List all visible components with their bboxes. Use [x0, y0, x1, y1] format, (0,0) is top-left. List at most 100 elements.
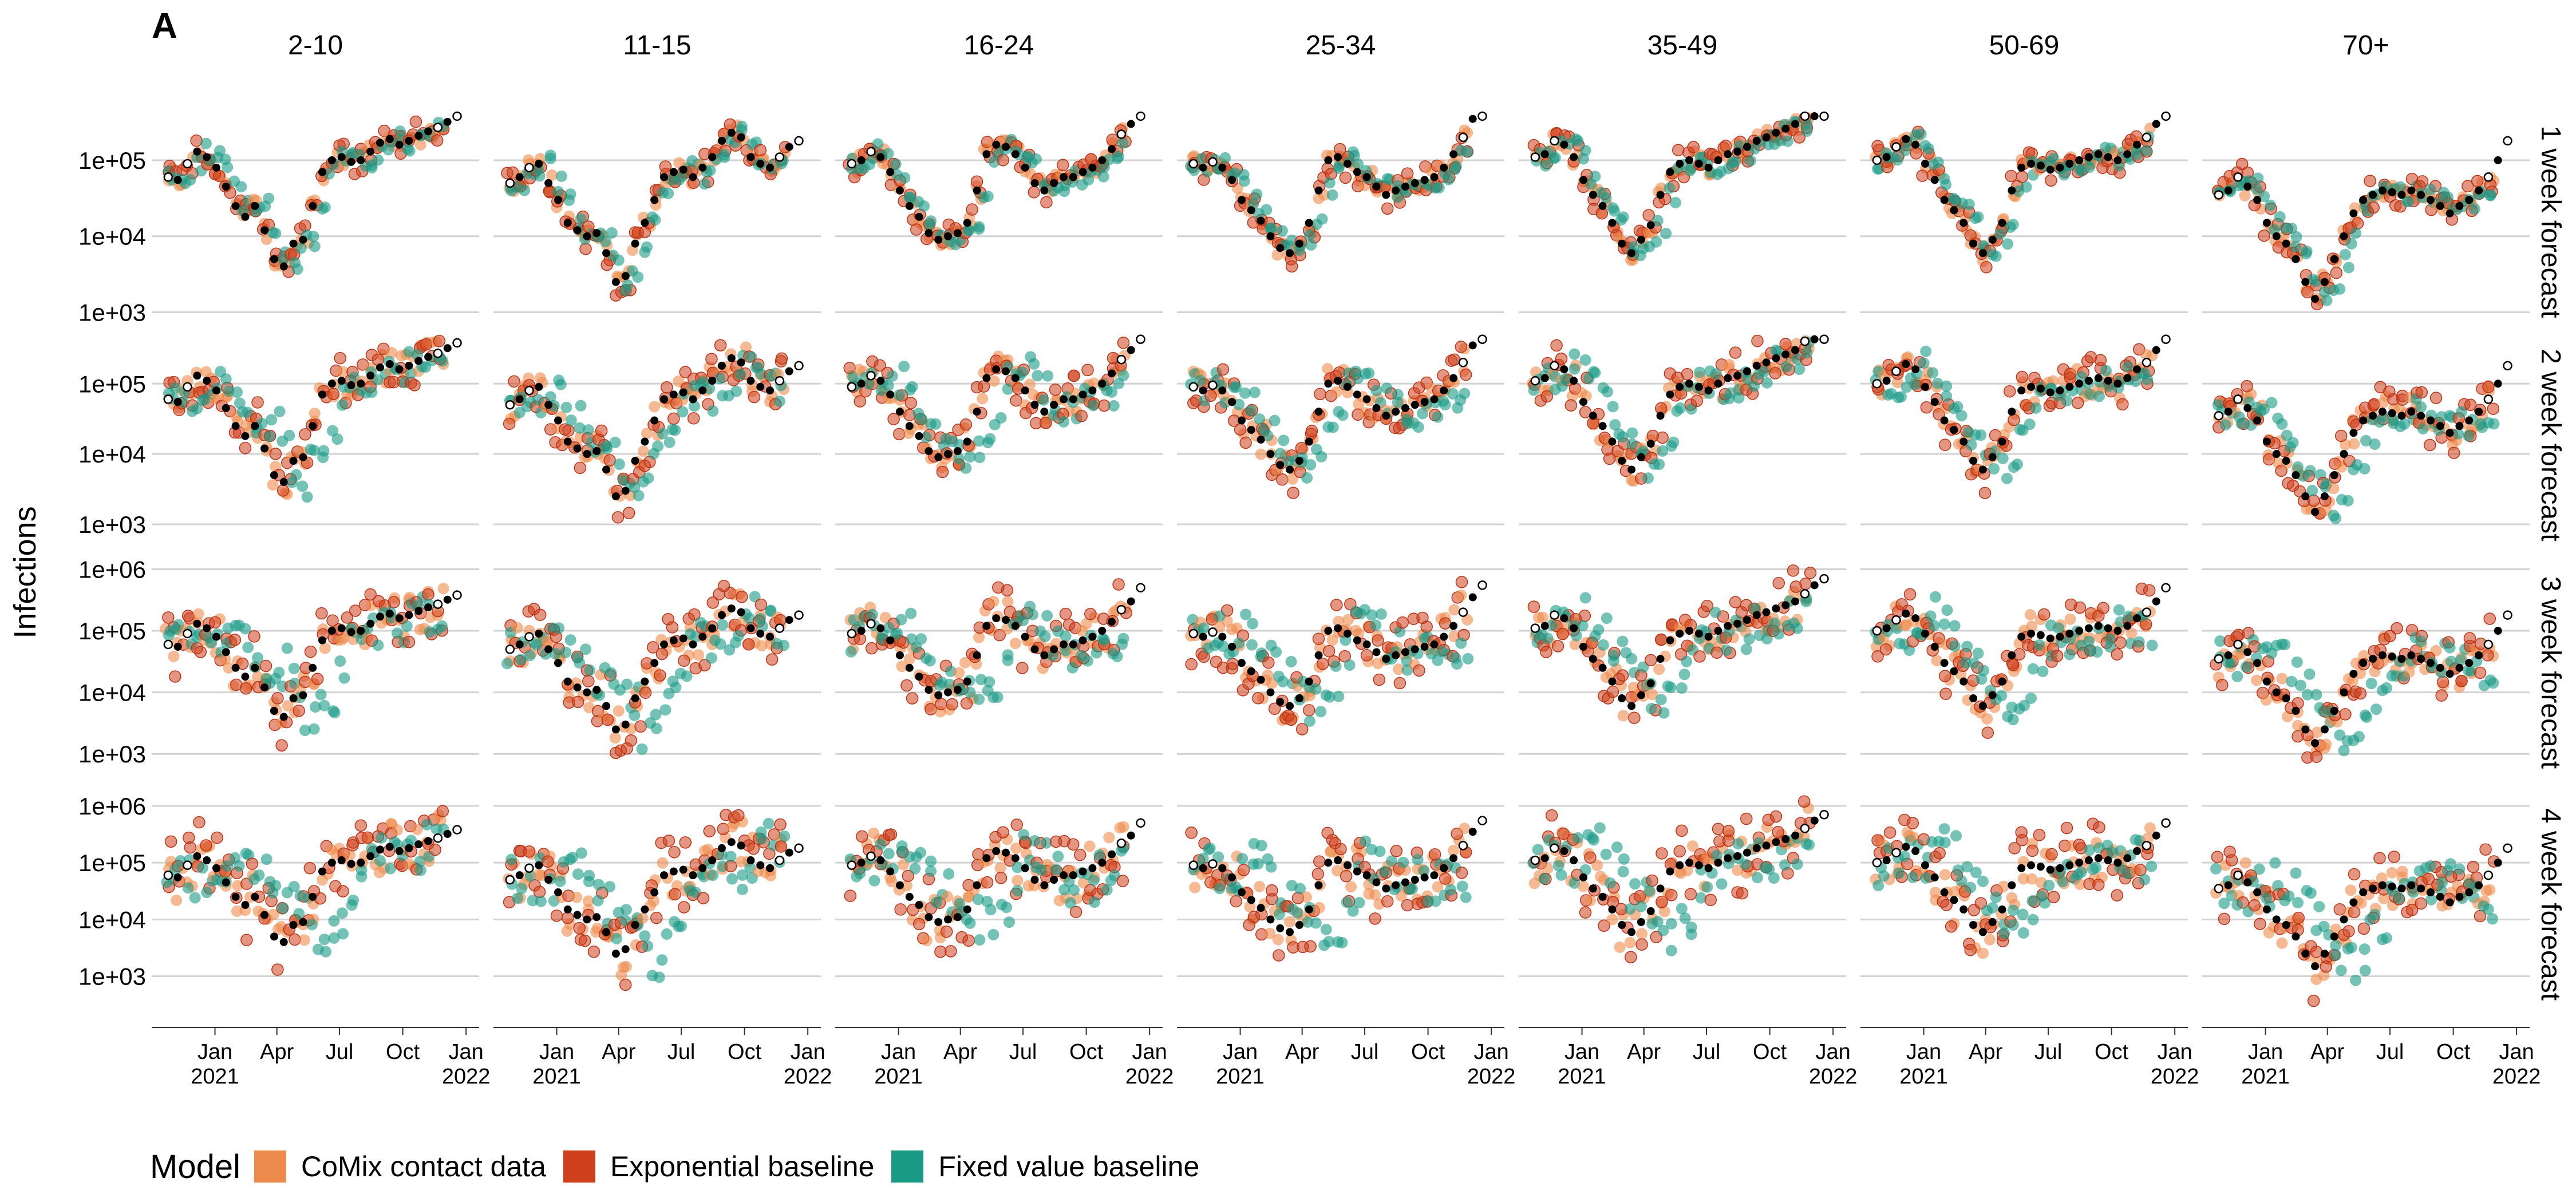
- observed-point: [1372, 404, 1381, 412]
- forecast-point: [392, 824, 403, 836]
- forecast-point: [2334, 283, 2346, 295]
- observed-point-open: [1477, 111, 1487, 121]
- forecast-point: [1249, 386, 1261, 398]
- forecast-point: [2448, 446, 2460, 459]
- observed-point: [385, 135, 394, 143]
- observed-point: [698, 386, 707, 395]
- forecast-point: [1938, 618, 1950, 630]
- observed-point: [1618, 239, 1626, 248]
- x-tick-label: Oct: [2095, 1040, 2129, 1064]
- observed-point: [602, 249, 611, 258]
- forecast-point: [1381, 202, 1394, 215]
- observed-point: [1011, 150, 1020, 159]
- observed-point: [641, 677, 649, 686]
- forecast-point: [1447, 388, 1459, 400]
- observed-point-open: [183, 382, 192, 392]
- observed-point: [2426, 659, 2435, 667]
- forecast-point: [619, 978, 632, 991]
- forecast-point: [1286, 473, 1298, 485]
- forecast-point: [1370, 619, 1382, 631]
- forecast-point: [1233, 398, 1245, 410]
- observed-point: [1247, 206, 1255, 215]
- forecast-point: [707, 405, 719, 417]
- forecast-point: [200, 839, 212, 852]
- forecast-point: [2276, 418, 2288, 430]
- observed-point: [2378, 651, 2387, 659]
- forecast-point: [1413, 664, 1425, 677]
- observed-point: [1724, 374, 1732, 382]
- forecast-point: [1276, 225, 1288, 237]
- forecast-point: [1459, 368, 1472, 381]
- forecast-point: [572, 695, 584, 709]
- observed-point: [327, 859, 336, 867]
- observed-point: [2320, 725, 2329, 734]
- observed-point: [1733, 147, 1742, 156]
- forecast-point: [516, 883, 528, 895]
- observed-point: [1286, 249, 1294, 258]
- forecast-point: [669, 424, 681, 436]
- forecast-point: [2264, 199, 2276, 211]
- forecast-point: [354, 819, 368, 832]
- forecast-point: [2007, 219, 2019, 231]
- observed-point: [1449, 622, 1458, 630]
- forecast-point: [940, 925, 953, 938]
- observed-point: [886, 636, 895, 645]
- observed-point: [2036, 384, 2045, 393]
- observed-point: [2056, 632, 2064, 641]
- forecast-point: [1672, 144, 1685, 156]
- forecast-point: [724, 118, 737, 131]
- forecast-point: [605, 667, 617, 679]
- x-tick-label: Jan: [449, 1040, 484, 1064]
- forecast-point: [560, 646, 572, 658]
- observed-point: [1637, 691, 1645, 699]
- observed-point: [1598, 663, 1607, 672]
- forecast-point: [2348, 438, 2360, 450]
- forecast-point: [866, 608, 878, 620]
- observed-point: [366, 619, 375, 628]
- observed-point: [1579, 398, 1587, 406]
- forecast-point: [2290, 241, 2302, 253]
- observed-point: [1334, 377, 1342, 385]
- observed-point-open: [775, 152, 785, 162]
- observed-point: [1305, 437, 1313, 446]
- observed-point: [611, 950, 620, 958]
- observed-point: [953, 229, 962, 238]
- observed-point: [2133, 614, 2142, 623]
- observed-point: [1810, 335, 1819, 343]
- observed-point: [2253, 196, 2262, 204]
- observed-point: [1540, 150, 1549, 159]
- forecast-point: [1655, 694, 1667, 706]
- forecast-point: [1303, 715, 1315, 727]
- x-tick-label: Jan: [539, 1040, 574, 1064]
- observed-point: [717, 137, 726, 145]
- observed-point: [1940, 659, 1949, 667]
- x-tick-label: 2021: [1899, 1065, 1948, 1089]
- observed-point: [1069, 395, 1077, 404]
- observed-point: [1266, 450, 1275, 458]
- observed-point: [2243, 183, 2252, 191]
- y-tick-label: 1e+06: [78, 793, 146, 820]
- forecast-point: [2114, 636, 2127, 649]
- forecast-point: [2415, 386, 2428, 399]
- observed-point-open: [163, 172, 173, 182]
- observed-point: [2330, 255, 2338, 263]
- observed-point: [1921, 160, 1929, 168]
- observed-point: [1733, 619, 1742, 628]
- observed-point: [905, 663, 914, 672]
- forecast-point: [1194, 374, 1206, 386]
- observed-point: [737, 133, 745, 141]
- observed-point: [1988, 235, 1997, 244]
- forecast-point: [1607, 401, 1619, 413]
- observed-point: [515, 640, 524, 649]
- observed-point: [241, 901, 250, 910]
- forecast-point: [1246, 639, 1258, 651]
- forecast-point: [1339, 171, 1352, 184]
- observed-point: [621, 720, 630, 729]
- observed-point: [2017, 632, 2026, 641]
- forecast-point: [642, 472, 654, 484]
- observed-point: [660, 395, 669, 404]
- observed-point-open: [452, 338, 462, 348]
- observed-point: [366, 371, 375, 380]
- observed-point: [1618, 457, 1626, 465]
- forecast-point: [909, 863, 921, 875]
